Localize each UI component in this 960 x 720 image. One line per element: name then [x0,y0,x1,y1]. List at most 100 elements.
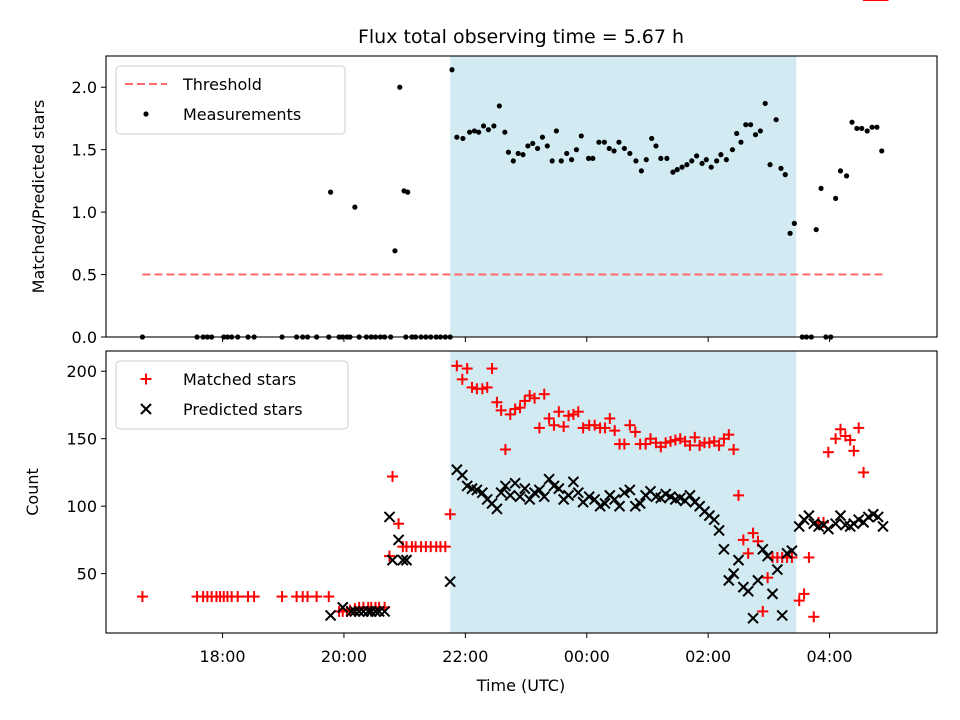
measurement-point [849,119,855,125]
measurement-point [544,143,550,149]
x-axis-label: Time (UTC) [476,676,565,695]
matched-point [529,392,541,404]
measurement-point [782,172,788,178]
matched-point [858,466,870,478]
matched-point [311,591,323,603]
predicted-point [369,605,382,618]
matched-point [822,446,834,458]
predicted-point [523,493,536,506]
predicted-point [353,605,365,618]
measurement-point [578,133,584,139]
measurement-point [670,169,676,175]
matched-point [742,547,754,559]
matched-point [723,429,735,441]
predicted-point [599,497,611,510]
predicted-point [723,574,735,587]
predicted-point [533,484,546,496]
y-tick-label: 2.0 [72,78,97,97]
measurement-point [480,123,487,129]
x-tick-label: 00:00 [564,647,610,666]
matched-point [461,363,473,375]
measurement-point [564,150,570,157]
y-axis-label: Count [23,468,42,516]
matched-point [232,591,244,603]
measurement-point [467,129,473,135]
measurement-point [496,103,502,109]
matched-point [669,434,681,446]
matched-point [844,434,856,446]
legend-label: Matched stars [183,370,296,389]
measurement-point [530,140,536,147]
measurement-point [653,143,659,149]
measurement-point [734,130,740,137]
matched-point [486,363,498,375]
predicted-point [761,550,774,562]
matched-point [495,404,507,416]
axes-frame [105,55,938,338]
measurement-point [476,129,482,135]
measurement-point [864,128,870,134]
matched-point [640,438,652,450]
measurement-point [694,153,700,159]
y-tick-label: 150 [66,430,97,449]
legend-marker [140,373,152,385]
predicted-point [471,484,483,496]
matched-point [499,443,511,455]
predicted-point [456,469,469,481]
predicted-point [834,509,847,522]
predicted-point [386,554,399,566]
measurement-point [738,139,744,145]
measurement-point [689,158,695,164]
x-tick-label: 22:00 [442,647,488,666]
predicted-point [562,489,575,502]
matched-point [136,591,148,603]
measurement-point [534,145,541,152]
measurement-point [405,189,411,195]
matched-point [803,551,815,563]
measurement-point [601,139,607,145]
matched-point [599,422,611,434]
predicted-point [324,609,337,622]
measurement-point [585,155,592,162]
measurement-point [843,173,850,179]
measurement-point [818,185,824,191]
legend-box [115,65,346,135]
matched-point [393,518,405,530]
matched-point [618,438,630,450]
y-tick-label: 50 [77,565,97,584]
predicted-point [476,486,489,499]
matched-point [476,383,488,395]
matched-point [387,470,399,482]
measurement-point [520,152,526,158]
matched-point [624,419,636,431]
y-tick-label: 200 [66,362,97,381]
matched-point [548,419,560,431]
matched-point [604,412,616,424]
predicted-point [708,513,720,526]
legend-marker [143,111,149,117]
matched-point [808,611,820,623]
predicted-point [752,574,764,587]
measurement-point [778,165,784,171]
matched-point [276,591,288,603]
legend-marker [140,403,152,415]
predicted-point [337,601,349,614]
legend: Matched stars Predicted stars [115,360,349,430]
predicted-point [877,520,889,533]
matched-point [684,439,696,451]
measurement-point [460,135,466,142]
measurement-point [510,158,516,164]
matched-point [456,373,468,385]
measurement-point [525,143,531,149]
measurement-point [596,139,602,145]
matched-point [323,591,335,603]
predicted-point [786,544,798,557]
measurement-point [633,158,639,164]
measurement-point [558,158,564,164]
predicted-point [519,482,531,495]
predicted-point [684,489,696,502]
predicted-point [397,554,409,566]
y-tick-label: 1.5 [72,141,97,160]
matched-point [538,388,550,400]
matched-point [747,527,759,539]
